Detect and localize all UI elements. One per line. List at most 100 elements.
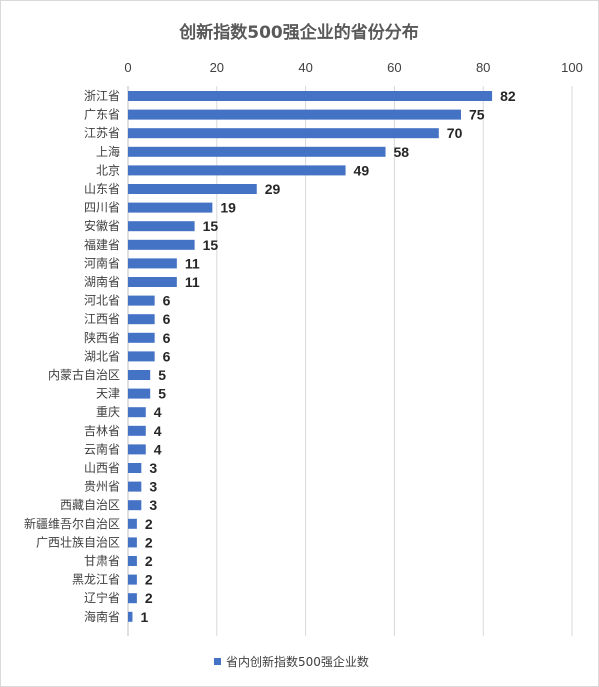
data-label: 3	[149, 497, 157, 513]
chart-title: 创新指数500强企业的省份分布	[178, 22, 419, 43]
category-label: 广东省	[84, 108, 120, 122]
data-label: 58	[394, 144, 410, 160]
legend-swatch	[214, 658, 221, 665]
bar	[128, 425, 146, 436]
bar	[128, 91, 493, 101]
category-label: 山西省	[84, 461, 120, 475]
bar	[128, 351, 155, 362]
bar	[128, 370, 151, 380]
bar	[128, 295, 155, 306]
category-label: 安徽省	[84, 218, 120, 233]
category-label: 江西省	[84, 312, 120, 326]
data-label: 11	[185, 274, 200, 290]
category-label: 内蒙古自治区	[48, 367, 120, 382]
category-label: 河北省	[84, 294, 120, 308]
x-tick-label: 20	[210, 60, 224, 75]
data-label: 15	[203, 237, 219, 253]
bar	[128, 165, 346, 176]
bar	[128, 611, 133, 622]
category-label: 江苏省	[84, 126, 120, 140]
data-label: 4	[154, 423, 162, 439]
category-label: 北京	[96, 163, 120, 177]
bar	[128, 221, 195, 232]
category-label: 云南省	[84, 441, 120, 456]
category-label: 黑龙江省	[72, 573, 120, 587]
bar	[128, 481, 142, 492]
data-label: 5	[158, 386, 166, 402]
data-label: 4	[154, 404, 162, 420]
data-label: 49	[354, 162, 370, 178]
category-label: 上海	[96, 144, 120, 159]
category-label: 湖南省	[84, 274, 120, 289]
data-label: 1	[140, 609, 148, 625]
bar	[128, 407, 146, 418]
x-tick-label: 60	[387, 60, 401, 75]
bar	[128, 277, 177, 287]
category-label: 福建省	[84, 237, 120, 252]
data-label: 75	[469, 107, 485, 123]
category-label: 山东省	[84, 182, 120, 196]
category-label: 贵州省	[84, 480, 120, 494]
x-tick-label: 40	[298, 60, 312, 75]
category-label: 西藏自治区	[60, 498, 120, 512]
category-label: 浙江省	[84, 89, 120, 103]
bar	[128, 258, 177, 269]
data-label: 6	[163, 330, 171, 346]
category-label: 广西壮族自治区	[36, 535, 120, 549]
data-label: 2	[145, 553, 153, 569]
data-label: 29	[265, 181, 281, 197]
data-label: 6	[163, 293, 171, 309]
bar	[128, 146, 386, 157]
bar	[128, 388, 151, 399]
category-label: 辽宁省	[84, 590, 120, 605]
bar	[128, 109, 461, 120]
category-label: 甘肃省	[84, 554, 120, 568]
category-label: 吉林省	[84, 424, 120, 438]
data-label: 2	[145, 534, 153, 550]
data-label: 82	[500, 88, 516, 104]
gridlines	[216, 86, 573, 636]
bar	[128, 556, 137, 566]
data-label: 15	[203, 218, 219, 234]
bar	[128, 500, 142, 511]
data-label: 70	[447, 125, 463, 141]
data-label: 5	[158, 367, 166, 383]
bar	[128, 239, 195, 250]
data-label: 6	[163, 348, 171, 364]
category-label: 四川省	[84, 201, 120, 215]
data-label: 19	[220, 200, 236, 216]
bar	[128, 184, 257, 194]
category-label: 新疆维吾尔自治区	[24, 516, 120, 531]
x-tick-label: 100	[561, 60, 583, 75]
bar	[128, 128, 439, 139]
x-tick-label: 0	[124, 60, 131, 75]
bar	[128, 537, 137, 548]
data-label: 6	[163, 311, 171, 327]
data-label: 3	[149, 460, 157, 476]
x-tick-label: 80	[476, 60, 490, 75]
data-label: 3	[149, 479, 157, 495]
bar	[128, 202, 213, 213]
category-label: 海南省	[84, 609, 120, 624]
bar	[128, 518, 137, 529]
data-label: 2	[145, 590, 153, 606]
legend-label: 省内创新指数500强企业数	[226, 654, 369, 669]
bar	[128, 332, 155, 343]
bar	[128, 314, 155, 325]
bar	[128, 444, 146, 455]
bar	[128, 574, 137, 585]
data-label: 4	[154, 441, 162, 457]
bar	[128, 593, 137, 604]
x-axis-ticks: 0 20 40 60 80 100	[124, 60, 582, 75]
category-label: 重庆	[96, 405, 120, 419]
category-labels: 浙江省广东省江苏省上海北京山东省四川省安徽省福建省河南省湖南省河北省江西省陕西省…	[24, 89, 120, 624]
data-label: 2	[145, 516, 153, 532]
category-label: 河南省	[84, 255, 120, 270]
legend: 省内创新指数500强企业数	[214, 654, 369, 669]
category-label: 陕西省	[84, 330, 120, 345]
category-label: 天津	[96, 387, 120, 401]
data-label: 2	[145, 572, 153, 588]
category-label: 湖北省	[84, 348, 120, 363]
